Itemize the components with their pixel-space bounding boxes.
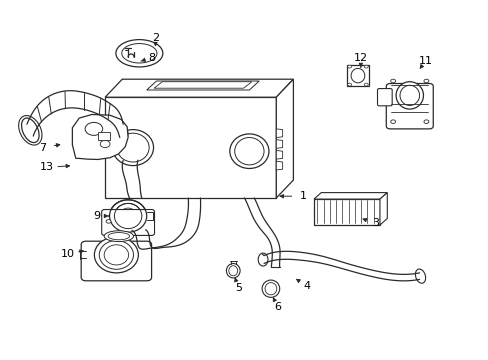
Polygon shape xyxy=(276,79,293,198)
Text: 11: 11 xyxy=(418,56,431,66)
Polygon shape xyxy=(379,193,386,225)
Ellipse shape xyxy=(109,200,146,232)
Ellipse shape xyxy=(347,65,351,68)
Text: 6: 6 xyxy=(274,302,281,312)
Ellipse shape xyxy=(350,68,364,83)
FancyBboxPatch shape xyxy=(81,241,151,281)
Polygon shape xyxy=(105,79,293,97)
Ellipse shape xyxy=(94,237,138,273)
Text: 3: 3 xyxy=(371,218,378,228)
Ellipse shape xyxy=(390,79,395,83)
Ellipse shape xyxy=(258,253,267,266)
Ellipse shape xyxy=(85,122,102,135)
FancyBboxPatch shape xyxy=(386,84,432,129)
Ellipse shape xyxy=(347,83,351,86)
Text: 10: 10 xyxy=(61,249,74,259)
Ellipse shape xyxy=(390,120,395,123)
Polygon shape xyxy=(154,82,251,88)
Ellipse shape xyxy=(104,231,133,242)
Text: 9: 9 xyxy=(93,211,100,221)
Text: 7: 7 xyxy=(40,143,46,153)
Ellipse shape xyxy=(415,269,425,283)
Text: 4: 4 xyxy=(303,281,310,291)
Text: 5: 5 xyxy=(235,283,242,293)
Text: 1: 1 xyxy=(299,191,306,201)
Ellipse shape xyxy=(226,264,240,278)
Bar xyxy=(313,199,379,225)
Ellipse shape xyxy=(229,134,268,168)
Text: 13: 13 xyxy=(40,162,53,172)
Ellipse shape xyxy=(21,118,39,143)
Ellipse shape xyxy=(423,120,428,123)
Ellipse shape xyxy=(364,83,367,86)
Ellipse shape xyxy=(116,40,163,67)
Text: 8: 8 xyxy=(148,53,155,63)
Ellipse shape xyxy=(106,220,111,223)
Polygon shape xyxy=(276,150,282,159)
Polygon shape xyxy=(276,140,282,148)
Ellipse shape xyxy=(423,79,428,83)
Ellipse shape xyxy=(122,44,157,63)
FancyBboxPatch shape xyxy=(102,210,154,235)
Ellipse shape xyxy=(395,82,423,109)
Text: 2: 2 xyxy=(152,33,159,43)
Ellipse shape xyxy=(112,130,153,166)
FancyBboxPatch shape xyxy=(377,89,391,106)
Polygon shape xyxy=(313,193,386,199)
Polygon shape xyxy=(146,81,259,90)
Bar xyxy=(346,65,368,86)
Polygon shape xyxy=(72,114,128,159)
Bar xyxy=(98,132,110,140)
Ellipse shape xyxy=(115,122,128,140)
Ellipse shape xyxy=(100,140,110,148)
Text: 12: 12 xyxy=(353,53,367,63)
Ellipse shape xyxy=(364,65,367,68)
Polygon shape xyxy=(105,97,276,198)
Ellipse shape xyxy=(262,280,279,297)
Polygon shape xyxy=(276,161,282,170)
Polygon shape xyxy=(276,129,282,138)
